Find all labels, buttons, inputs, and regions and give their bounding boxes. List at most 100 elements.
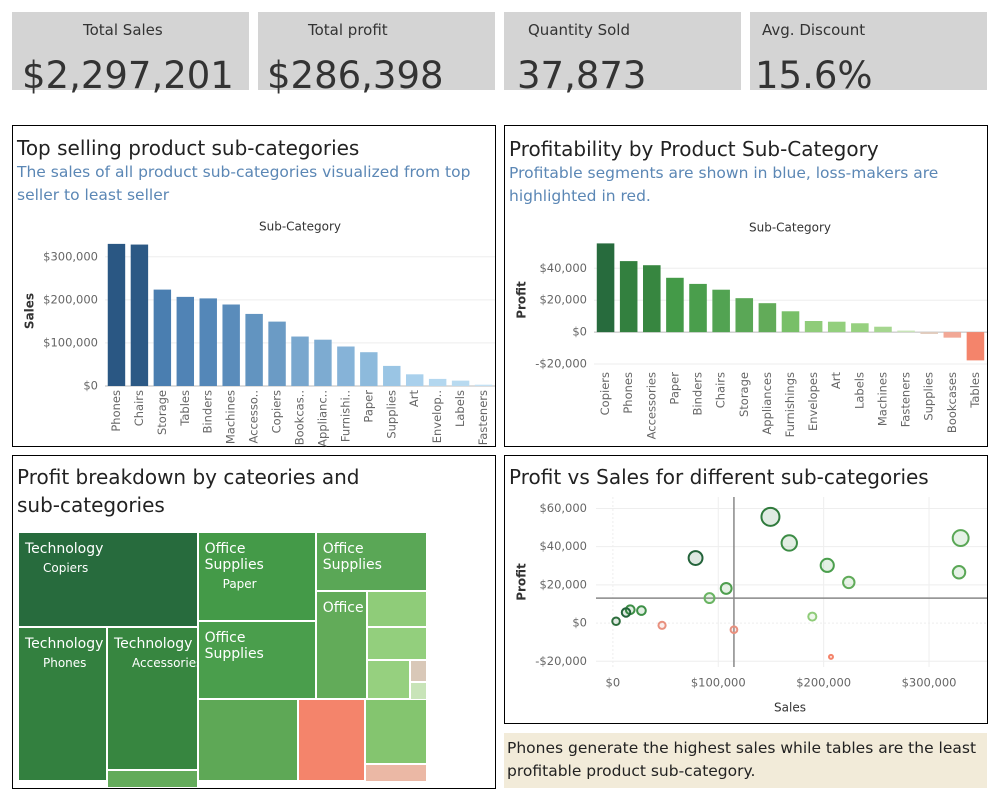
bar (337, 346, 355, 386)
kpi-value: $286,398 (267, 54, 444, 97)
x-tick-label: Fasteners (476, 390, 490, 445)
treemap-cell (107, 769, 198, 788)
treemap-label: Office Supplies (204, 541, 264, 573)
bar (966, 332, 985, 361)
x-tick-label: Copiers (270, 390, 284, 433)
panel (504, 125, 988, 447)
bar (758, 303, 777, 333)
y-tick-label: $20,000 (539, 577, 587, 591)
x-tick-label: Machines (224, 390, 238, 444)
x-tick-label: Bookcases (945, 372, 959, 433)
x-axis-title: Sub-Category (749, 221, 831, 235)
point (657, 620, 667, 630)
y-tick-label: $200,000 (43, 292, 98, 306)
kpi-card: Total profit $286,398 (258, 12, 495, 97)
x-tick-label: Labels (453, 390, 467, 427)
x-tick-label: Machines (875, 372, 889, 426)
bar (735, 298, 754, 333)
treemap-label: Office Supplies (204, 629, 264, 662)
bar (943, 332, 962, 338)
chart-title: Profitability by Product Sub-Category (509, 137, 879, 161)
treemap-label: Technology (25, 541, 104, 557)
y-tick-label: -$20,000 (535, 357, 587, 371)
x-tick-label: Bookcas.. (293, 390, 307, 445)
point (842, 575, 856, 590)
bar (851, 323, 869, 333)
x-tick-label: $200,000 (796, 676, 851, 690)
y-tick-label: $60,000 (539, 501, 587, 515)
point (760, 506, 781, 527)
chart-title: Profit breakdown by cateories and sub-ca… (17, 465, 360, 517)
kpi-value: 37,873 (517, 54, 647, 97)
bar (643, 265, 661, 333)
bar (222, 304, 240, 386)
point (951, 565, 967, 580)
chart-title: Top selling product sub-categories (17, 136, 360, 160)
x-tick-label: Applianc.. (315, 390, 329, 447)
treemap-label: Copiers (43, 561, 89, 575)
x-tick-label: $0 (606, 676, 621, 690)
y-tick-label: $0 (572, 616, 587, 630)
kpi-card: Avg. Discount 15.6% (750, 12, 987, 97)
y-tick-label: $40,000 (539, 539, 587, 553)
x-tick-label: Accesso.. (247, 390, 261, 444)
x-tick-label: Binders (201, 390, 215, 433)
bar (897, 330, 915, 333)
treemap-cell (367, 626, 427, 660)
x-tick-label: $300,000 (902, 676, 957, 690)
treemap-cell (367, 590, 427, 627)
bar (804, 321, 823, 333)
treemap-label: Paper (222, 577, 257, 591)
point (729, 625, 739, 635)
x-tick-label: Storage (737, 372, 751, 417)
y-tick-label: $20,000 (539, 293, 587, 307)
bar (712, 289, 730, 333)
treemap-cell (197, 699, 298, 781)
x-tick-label: Binders (691, 372, 705, 415)
treemap-cell: Office Supplies (315, 532, 427, 591)
y-tick-label: $100,000 (43, 335, 98, 349)
x-tick-label: Paper (667, 372, 681, 405)
treemap-cell: Office Supplies Paper (197, 532, 316, 621)
y-tick-label: $300,000 (43, 249, 98, 263)
bar (666, 277, 684, 333)
treemap-label: Office Supplies (322, 541, 382, 573)
chart-subtitle: Profitable segments are shown in blue, l… (509, 164, 939, 205)
x-tick-label: Chairs (714, 372, 728, 408)
bar (360, 352, 378, 386)
treemap-cell: Office (315, 590, 368, 700)
kpi-label: Quantity Sold (528, 21, 630, 39)
bar (689, 283, 707, 333)
x-axis-title: Sales (774, 701, 806, 715)
bar (268, 321, 286, 386)
panel (12, 455, 496, 789)
x-tick-label: Copiers (598, 372, 612, 415)
bar (291, 336, 309, 386)
y-tick-label: $0 (572, 325, 587, 339)
point (780, 534, 798, 552)
point (807, 611, 818, 622)
x-axis-title: Sub-Category (259, 220, 341, 234)
bar (176, 296, 195, 386)
y-tick-label: -$20,000 (535, 654, 587, 668)
treemap-cell: Technology Phones (18, 627, 107, 781)
kpi-card: Quantity Sold 37,873 (504, 12, 741, 97)
kpi-label: Total profit (308, 21, 388, 39)
x-tick-label: Paper (361, 390, 375, 423)
x-tick-label: Supplies (384, 390, 398, 439)
x-tick-label: Tables (178, 390, 192, 427)
x-tick-label: Fasteners (899, 372, 913, 427)
treemap-label: Office (322, 599, 364, 616)
x-tick-label: Furnishings (783, 372, 797, 437)
treemap-cell (367, 659, 411, 700)
treemap-cell: Technology Copiers (18, 532, 198, 628)
point (819, 557, 835, 573)
x-tick-label: Envelopes (806, 372, 820, 431)
point (703, 592, 716, 605)
bar (619, 261, 638, 333)
bar (383, 365, 401, 386)
x-tick-label: Furnishi.. (338, 390, 352, 442)
x-tick-label: Appliances (760, 372, 774, 435)
